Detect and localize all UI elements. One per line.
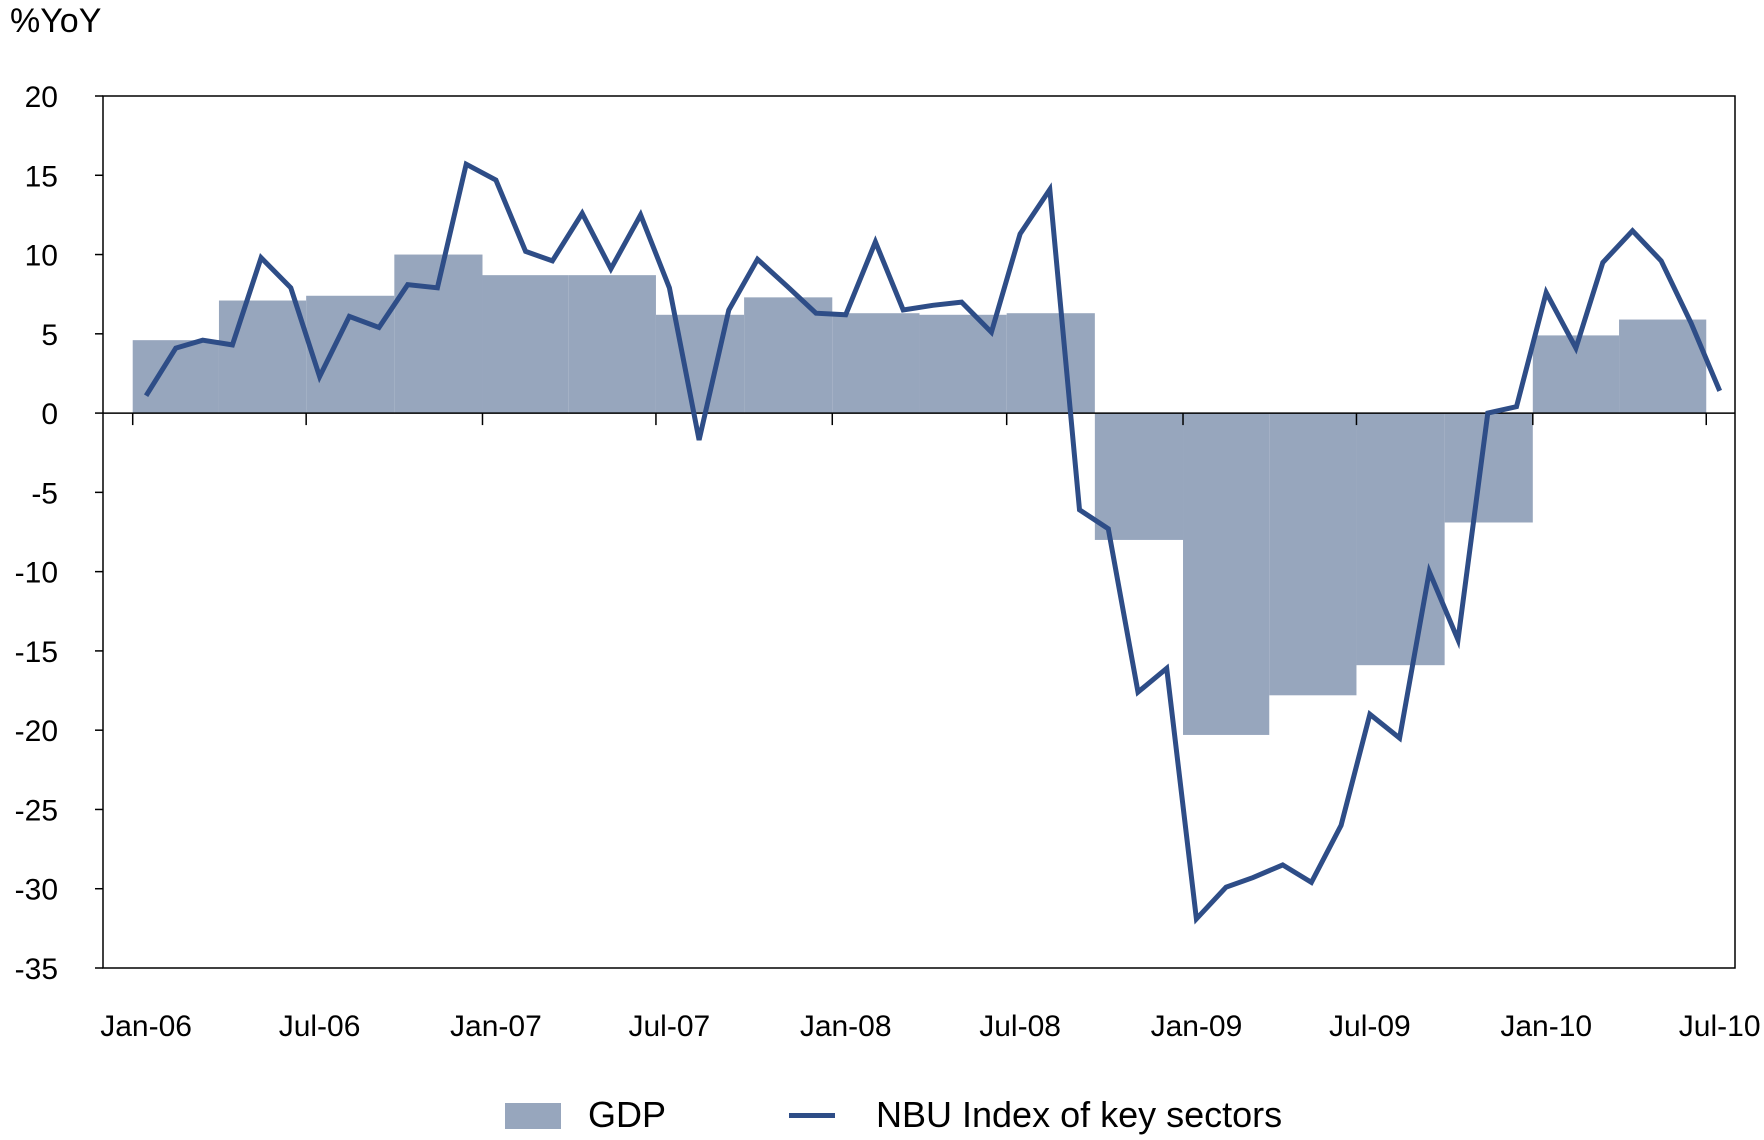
x-tick-marks bbox=[131, 413, 1708, 426]
gdp-bar bbox=[568, 275, 656, 414]
gdp-bar bbox=[1183, 413, 1270, 735]
y-tick-label: -25 bbox=[15, 794, 58, 827]
y-tick-label: 5 bbox=[41, 319, 58, 352]
legend-nbu-label: NBU Index of key sectors bbox=[876, 1094, 1283, 1135]
x-tick-label: Jan-09 bbox=[1151, 1010, 1243, 1043]
legend: GDP NBU Index of key sectors bbox=[0, 1095, 1764, 1135]
x-tick-label: Jan-07 bbox=[450, 1010, 542, 1043]
y-tick-label: -35 bbox=[15, 953, 58, 986]
x-tick-label: Jan-06 bbox=[100, 1010, 192, 1043]
gdp-bars bbox=[132, 254, 1707, 735]
legend-gdp-label: GDP bbox=[588, 1094, 667, 1135]
gdp-bar bbox=[1444, 413, 1533, 523]
gdp-bar bbox=[1619, 319, 1707, 414]
y-tick-label: -30 bbox=[15, 874, 58, 907]
y-tick-label: 0 bbox=[41, 398, 58, 431]
gdp-bar bbox=[744, 297, 833, 414]
legend-gdp-swatch bbox=[505, 1103, 561, 1129]
x-tick-label: Jan-08 bbox=[800, 1010, 892, 1043]
y-axis-unit-label: %YoY bbox=[10, 2, 102, 40]
x-axis-labels: Jan-06 Jul-06 Jan-07 Jul-07 Jan-08 Jul-08 Jan-… bbox=[100, 1010, 1760, 1043]
x-tick-label: Jul-10 bbox=[1679, 1010, 1761, 1043]
nbu-index-line bbox=[143, 160, 1723, 925]
y-tick-label: -20 bbox=[15, 715, 58, 748]
y-axis-labels: 20 15 10 5 0 -5 -10 -15 -20 -25 -30 -35 bbox=[15, 81, 58, 986]
x-tick-label: Jul-06 bbox=[279, 1010, 361, 1043]
plot-frame bbox=[102, 95, 1736, 969]
y-tick-label: -15 bbox=[15, 636, 58, 669]
y-tick-label: 20 bbox=[25, 81, 58, 114]
gdp-bar bbox=[832, 313, 920, 414]
x-tick-label: Jul-08 bbox=[979, 1010, 1061, 1043]
gdp-bar bbox=[218, 300, 307, 414]
x-tick-label: Jan-10 bbox=[1500, 1010, 1592, 1043]
gdp-bar bbox=[1269, 413, 1357, 696]
y-tick-label: -5 bbox=[31, 477, 58, 510]
y-tick-marks bbox=[95, 95, 103, 969]
x-tick-label: Jul-09 bbox=[1329, 1010, 1411, 1043]
gdp-bar bbox=[1356, 413, 1445, 666]
gdp-bar bbox=[1006, 313, 1095, 414]
y-tick-label: 15 bbox=[25, 160, 58, 193]
gdp-bar bbox=[306, 295, 395, 414]
gdp-bar bbox=[1094, 413, 1184, 540]
y-tick-label: 10 bbox=[25, 240, 58, 273]
y-tick-label: -10 bbox=[15, 557, 58, 590]
gdp-bar bbox=[655, 314, 745, 414]
gdp-bar bbox=[482, 275, 569, 414]
legend-nbu-line-swatch bbox=[789, 1113, 835, 1118]
x-tick-label: Jul-07 bbox=[629, 1010, 711, 1043]
